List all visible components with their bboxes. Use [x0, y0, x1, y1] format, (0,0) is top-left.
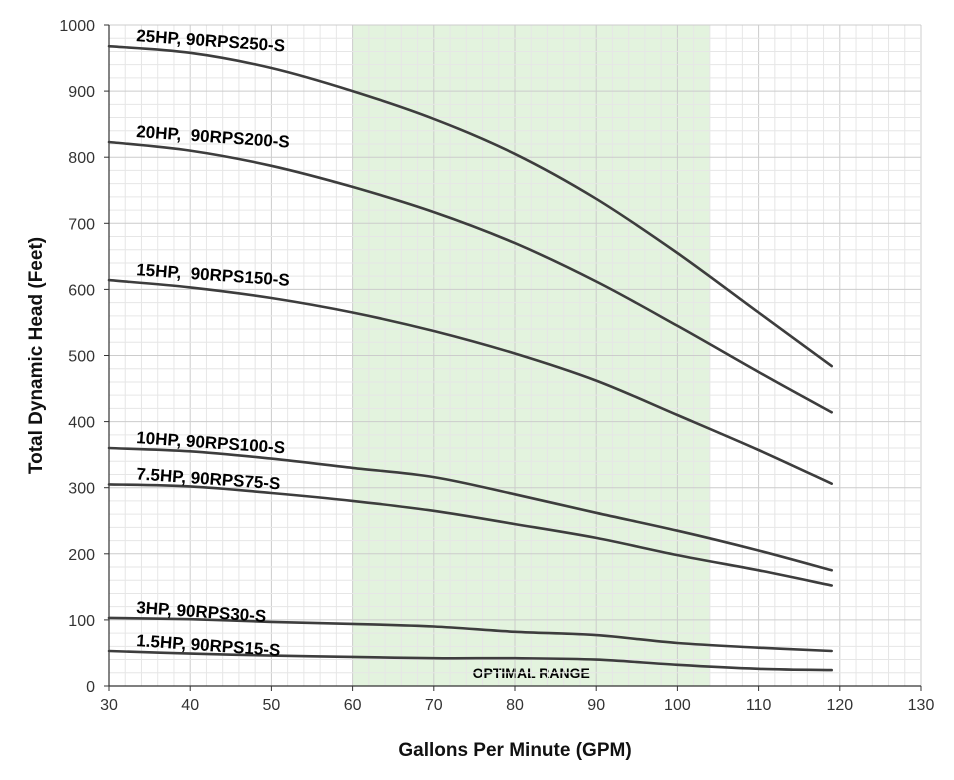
x-tick-label: 60 [344, 697, 362, 714]
y-tick-label: 700 [68, 216, 95, 233]
y-tick-label: 800 [68, 150, 95, 167]
x-axis-title: Gallons Per Minute (GPM) [398, 740, 631, 761]
y-tick-label: 500 [68, 349, 95, 366]
x-tick-label: 70 [425, 697, 443, 714]
x-tick-label: 50 [263, 697, 281, 714]
x-tick-label: 100 [664, 697, 691, 714]
series-label-5: 3HP, 90RPS30-S [136, 598, 267, 626]
y-tick-label: 200 [68, 547, 95, 564]
x-tick-label: 110 [746, 697, 772, 714]
y-tick-label: 100 [68, 613, 95, 630]
series-line-4 [107, 483, 833, 587]
x-tick-label: 120 [826, 697, 853, 714]
y-tick-label: 600 [68, 282, 95, 299]
series-line-5 [107, 616, 833, 653]
series-line-0 [107, 44, 833, 368]
x-tick-label: 30 [100, 697, 118, 714]
x-tick-label: 90 [587, 697, 605, 714]
x-tick-label: 80 [506, 697, 524, 714]
series-line-6 [107, 649, 833, 672]
y-tick-label: 300 [68, 481, 95, 498]
y-tick-label: 400 [68, 415, 95, 432]
y-tick-label: 0 [86, 679, 95, 696]
x-tick-label: 40 [181, 697, 199, 714]
series-line-2 [107, 278, 833, 485]
series-line-1 [107, 140, 833, 414]
x-tick-label: 130 [908, 697, 935, 714]
y-axis-title: Total Dynamic Head (Feet) [26, 237, 47, 474]
y-tick-label: 900 [68, 84, 95, 101]
series-line-3 [107, 446, 833, 572]
y-tick-label: 1000 [59, 18, 95, 35]
